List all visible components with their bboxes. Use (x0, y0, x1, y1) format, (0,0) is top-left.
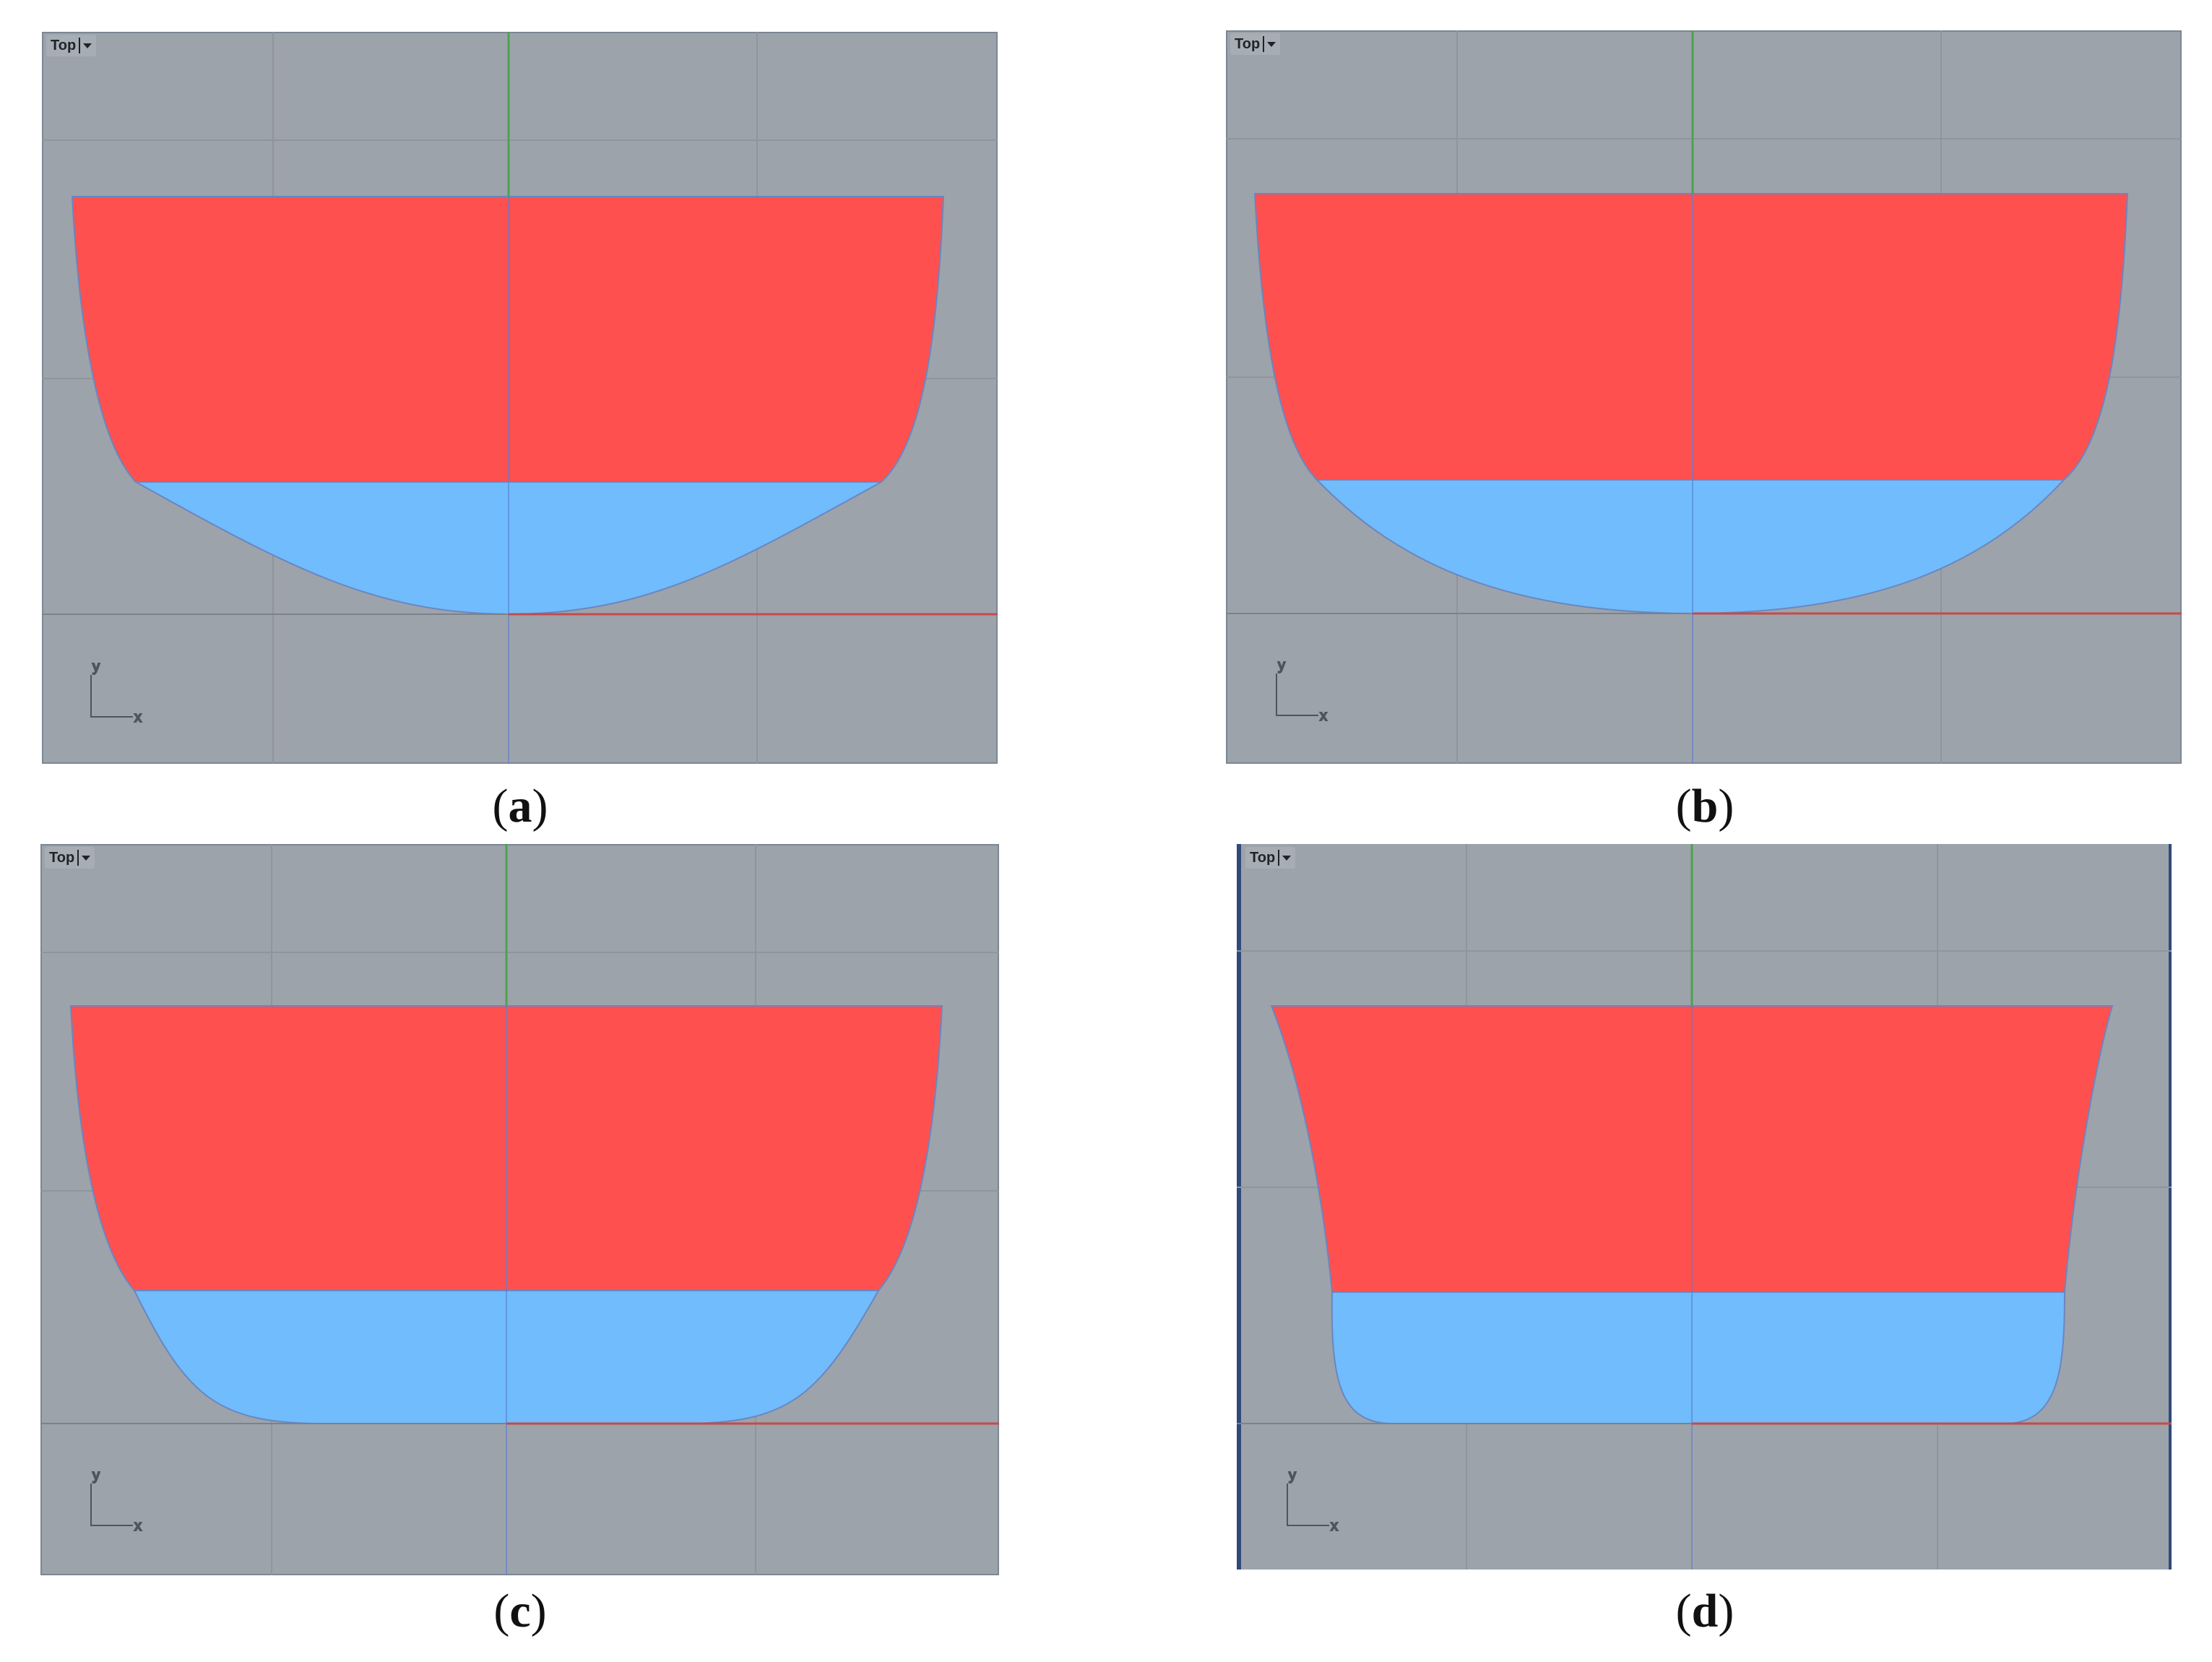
caption-open: ( (1675, 1585, 1692, 1637)
xy-axes-icon: y x (90, 658, 142, 726)
dropdown-chevron-icon[interactable] (1282, 855, 1292, 861)
viewport-canvas-b[interactable]: y x (1226, 30, 2182, 764)
viewport-label: Top (51, 37, 77, 53)
dropdown-chevron-icon[interactable] (1267, 41, 1276, 47)
caption-letter: c (509, 1585, 531, 1637)
viewport-label: Top (1250, 849, 1276, 866)
xy-axes-icon: y x (1287, 1467, 1339, 1535)
axis-x-label: x (134, 1518, 142, 1534)
caption-letter: d (1691, 1585, 1719, 1637)
caption-letter: a (508, 780, 532, 832)
dropdown-chevron-icon[interactable] (83, 43, 92, 48)
axis-y-label: y (1278, 658, 1285, 673)
xy-axes-icon: y x (90, 1467, 142, 1535)
tab-divider (1263, 36, 1265, 52)
lower-region-d (1331, 1291, 2066, 1424)
viewport-label-tab[interactable]: Top (1230, 33, 1281, 55)
caption-letter: b (1691, 780, 1719, 832)
axis-y-label: y (1289, 1468, 1296, 1484)
viewport-label: Top (49, 849, 75, 866)
viewport-top-d[interactable]: y x Top (1237, 844, 2172, 1570)
caption-c: (c) (412, 1584, 628, 1639)
axis-x-label: x (1331, 1518, 1338, 1534)
tab-divider (1278, 850, 1280, 866)
caption-open: ( (493, 1585, 510, 1637)
caption-close: ) (532, 780, 548, 832)
tab-divider (79, 38, 81, 53)
viewport-canvas-d[interactable]: y x (1237, 844, 2172, 1570)
caption-close: ) (1718, 1585, 1734, 1637)
caption-close: ) (1718, 780, 1734, 832)
caption-a: (a) (412, 779, 628, 834)
caption-open: ( (492, 780, 509, 832)
xy-axes-icon: y x (1276, 657, 1328, 725)
caption-open: ( (1675, 780, 1692, 832)
dropdown-chevron-icon[interactable] (82, 855, 91, 861)
tab-divider (77, 850, 79, 866)
viewport-label-tab[interactable]: Top (45, 847, 95, 869)
viewport-label: Top (1235, 35, 1261, 52)
viewport-top-b[interactable]: y x Top (1226, 30, 2182, 764)
viewport-top-a[interactable]: y x Top (42, 32, 998, 764)
caption-close: ) (530, 1585, 547, 1637)
upper-region-b (1253, 193, 2129, 481)
viewport-label-tab[interactable]: Top (46, 35, 97, 56)
axis-x-label: x (1320, 708, 1327, 724)
axis-y-label: y (92, 1468, 100, 1484)
lower-region-b (1315, 479, 2066, 615)
caption-b: (b) (1597, 779, 1813, 834)
axis-y-label: y (92, 659, 100, 675)
axis-x-label: x (134, 710, 142, 725)
viewport-top-c[interactable]: y x Top (40, 844, 999, 1575)
caption-d: (d) (1597, 1584, 1813, 1639)
viewport-canvas-c[interactable]: y x (40, 844, 999, 1575)
viewport-label-tab[interactable]: Top (1245, 847, 1296, 869)
viewport-canvas-a[interactable]: y x (42, 32, 998, 764)
